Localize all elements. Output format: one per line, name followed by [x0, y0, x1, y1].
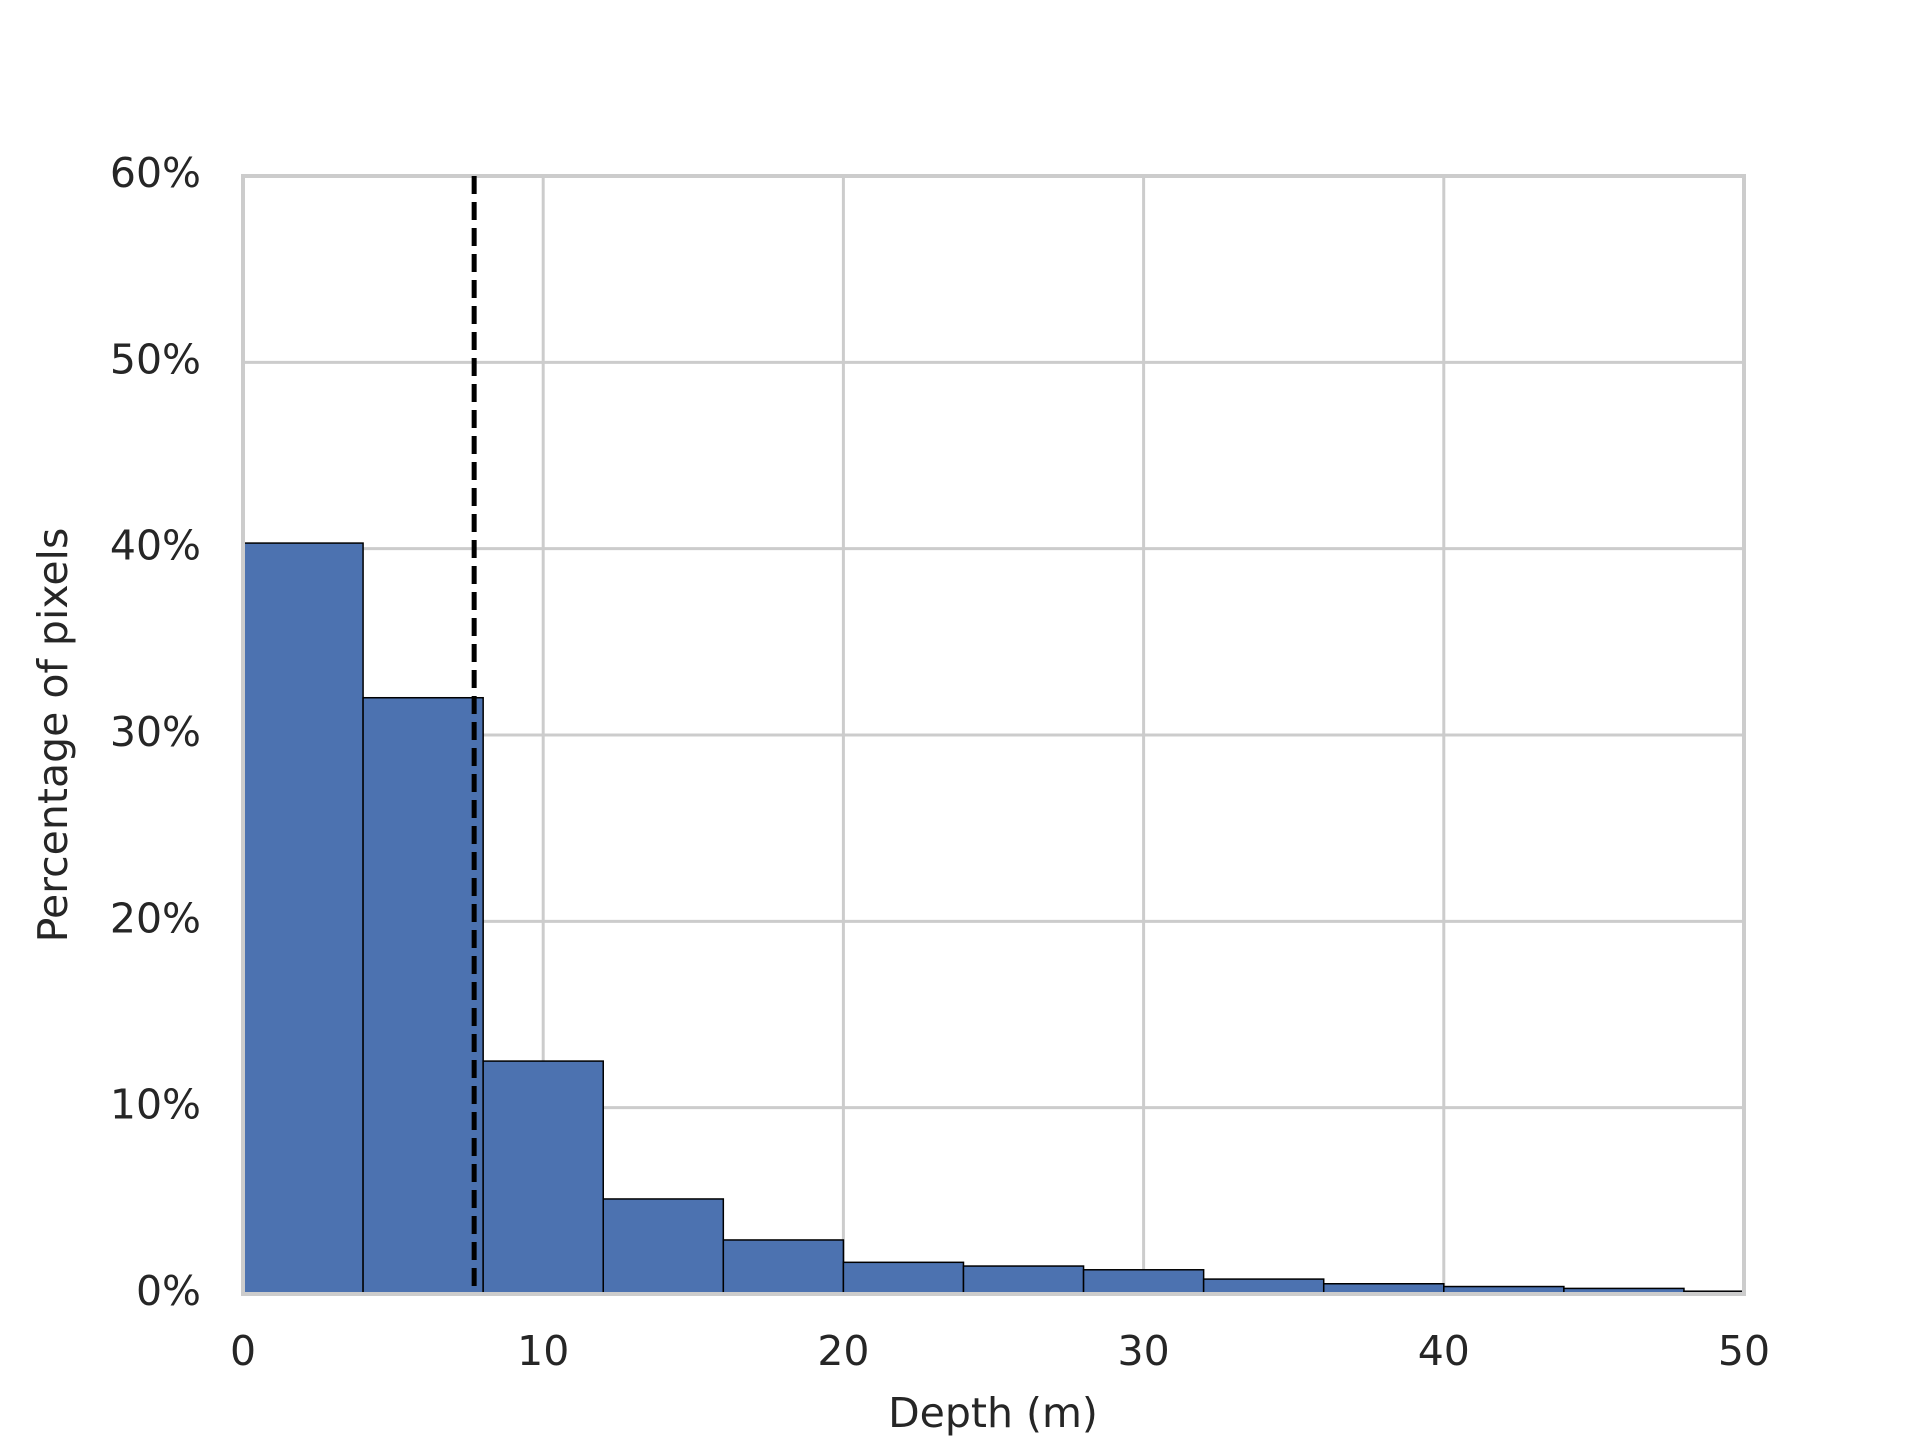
x-tick-label: 40: [1418, 1327, 1470, 1375]
bar: [1082, 1269, 1205, 1295]
bar: [962, 1265, 1085, 1295]
y-tick-label: 50%: [110, 335, 201, 383]
bar: [362, 696, 484, 1295]
bar: [242, 542, 364, 1295]
y-tick-label: 0%: [136, 1267, 201, 1315]
x-axis-label: Depth (m): [888, 1389, 1098, 1437]
bar: [482, 1060, 604, 1295]
x-tick-label: 50: [1718, 1327, 1770, 1375]
plot-frame: [241, 174, 1746, 1296]
y-tick-label: 60%: [110, 149, 201, 197]
bar: [722, 1239, 845, 1295]
bar: [602, 1198, 725, 1295]
bar: [1202, 1278, 1325, 1295]
x-tick-label: 20: [817, 1327, 869, 1375]
y-axis-label: Percentage of pixels: [29, 528, 77, 943]
bar: [842, 1261, 965, 1295]
y-tick-label: 10%: [110, 1081, 201, 1129]
y-tick-label: 20%: [110, 894, 201, 942]
x-tick-label: 0: [230, 1327, 256, 1375]
y-tick-label: 30%: [110, 708, 201, 756]
x-tick-label: 10: [517, 1327, 569, 1375]
y-tick-label: 40%: [110, 522, 201, 570]
x-tick-label: 30: [1118, 1327, 1170, 1375]
